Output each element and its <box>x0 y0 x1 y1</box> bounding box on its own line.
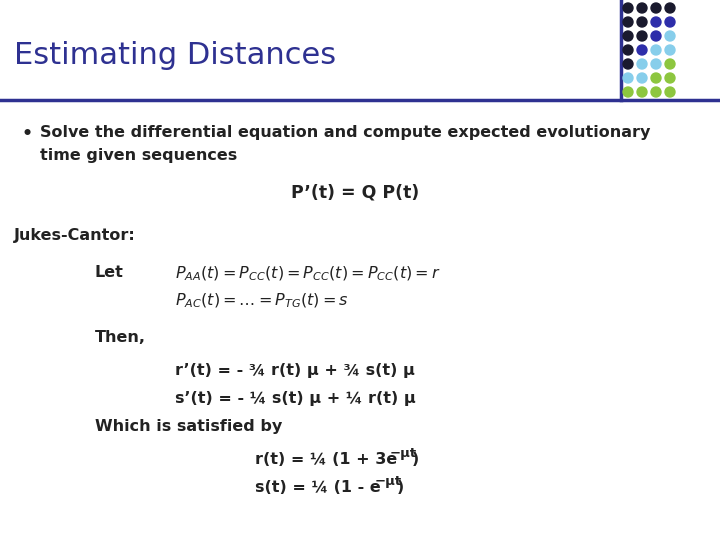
Circle shape <box>665 3 675 13</box>
Text: Estimating Distances: Estimating Distances <box>14 40 336 70</box>
Circle shape <box>651 59 661 69</box>
Text: Which is satisfied by: Which is satisfied by <box>95 419 282 434</box>
Circle shape <box>623 31 633 41</box>
Text: s(t) = ¼ (1 - e: s(t) = ¼ (1 - e <box>255 480 381 495</box>
Circle shape <box>623 59 633 69</box>
Text: ): ) <box>397 480 404 495</box>
Circle shape <box>651 73 661 83</box>
Circle shape <box>665 31 675 41</box>
Circle shape <box>665 73 675 83</box>
Text: •: • <box>22 125 33 143</box>
Circle shape <box>637 31 647 41</box>
Text: s’(t) = - ¼ s(t) μ + ¼ r(t) μ: s’(t) = - ¼ s(t) μ + ¼ r(t) μ <box>175 391 415 406</box>
Circle shape <box>665 59 675 69</box>
Circle shape <box>637 87 647 97</box>
Circle shape <box>665 17 675 27</box>
Circle shape <box>623 3 633 13</box>
Text: r’(t) = - ¾ r(t) μ + ¾ s(t) μ: r’(t) = - ¾ r(t) μ + ¾ s(t) μ <box>175 363 415 378</box>
Text: Solve the differential equation and compute expected evolutionary: Solve the differential equation and comp… <box>40 125 650 140</box>
Circle shape <box>651 17 661 27</box>
Text: ): ) <box>412 452 419 467</box>
Circle shape <box>637 17 647 27</box>
Circle shape <box>651 3 661 13</box>
Circle shape <box>637 45 647 55</box>
Text: time given sequences: time given sequences <box>40 148 238 163</box>
Text: −μt: −μt <box>375 475 402 488</box>
Text: P’(t) = Q P(t): P’(t) = Q P(t) <box>291 183 419 201</box>
Circle shape <box>623 17 633 27</box>
Circle shape <box>651 45 661 55</box>
Text: $P_{AA}(t) = P_{CC}(t) = P_{CC}(t) = P_{CC}(t) = r$: $P_{AA}(t) = P_{CC}(t) = P_{CC}(t) = P_{… <box>175 265 441 284</box>
Text: Then,: Then, <box>95 330 146 345</box>
Circle shape <box>637 3 647 13</box>
Circle shape <box>665 87 675 97</box>
Text: Let: Let <box>95 265 124 280</box>
Text: $P_{AC}(t) = \ldots = P_{TG}(t) = s$: $P_{AC}(t) = \ldots = P_{TG}(t) = s$ <box>175 292 348 310</box>
Text: r(t) = ¼ (1 + 3e: r(t) = ¼ (1 + 3e <box>255 452 397 467</box>
Circle shape <box>637 73 647 83</box>
Circle shape <box>651 87 661 97</box>
Text: Jukes-Cantor:: Jukes-Cantor: <box>14 228 136 243</box>
Circle shape <box>637 59 647 69</box>
Circle shape <box>623 87 633 97</box>
Circle shape <box>623 73 633 83</box>
Circle shape <box>651 31 661 41</box>
Text: −μt: −μt <box>390 447 417 460</box>
Circle shape <box>623 45 633 55</box>
Circle shape <box>665 45 675 55</box>
